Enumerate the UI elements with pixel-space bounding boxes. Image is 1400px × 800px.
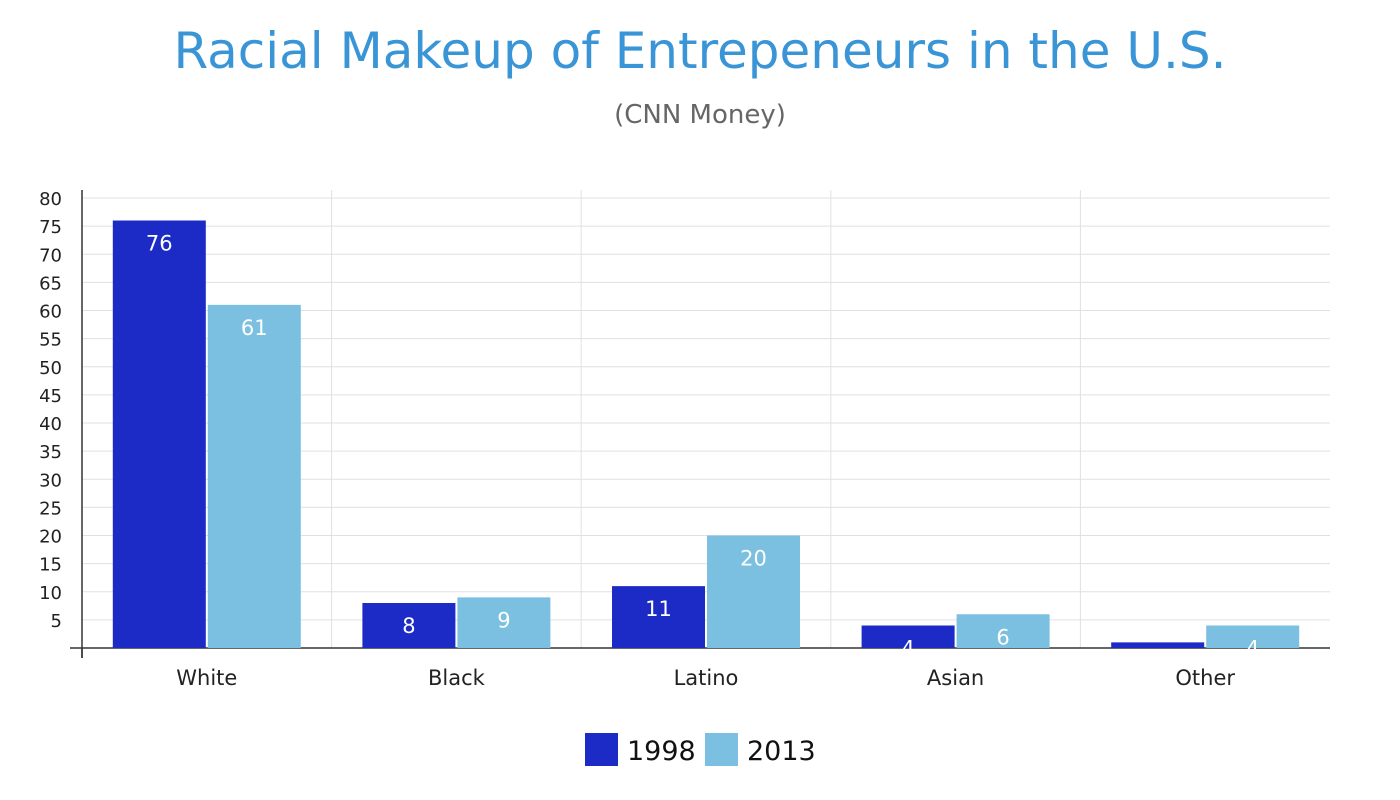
bar-1998-white (112, 220, 206, 648)
y-tick-label: 65 (39, 273, 62, 294)
bar-2013-white (207, 304, 301, 648)
bar-1998-other (1111, 642, 1205, 648)
x-tick-label: Latino (674, 666, 739, 690)
bar-1998-black (362, 603, 456, 648)
y-tick-label: 30 (39, 470, 62, 491)
data-label: 9 (497, 608, 510, 632)
x-tick-label: Asian (927, 666, 984, 690)
y-tick-label: 35 (39, 442, 62, 463)
data-label: 61 (241, 316, 268, 340)
data-label: 8 (402, 614, 415, 638)
y-tick-label: 20 (39, 527, 62, 548)
legend-label: 1998 (627, 736, 696, 767)
data-label: 6 (996, 625, 1009, 649)
y-tick-label: 60 (39, 302, 62, 323)
y-tick-label: 70 (39, 245, 62, 266)
y-tick-label: 80 (39, 189, 62, 210)
bar-2013-black (457, 597, 551, 648)
data-label: 11 (645, 597, 672, 621)
y-tick-label: 10 (39, 583, 62, 604)
y-tick-label: 25 (39, 498, 62, 519)
bar-1998-asian (861, 625, 955, 648)
y-tick-label: 75 (39, 217, 62, 238)
x-tick-label: Black (428, 666, 486, 690)
bar-2013-latino (707, 535, 800, 648)
chart-subtitle: (CNN Money) (614, 100, 786, 130)
y-tick-label: 50 (39, 358, 62, 379)
bar-2013-asian (956, 614, 1050, 648)
bar-2013-other (1206, 625, 1300, 648)
x-tick-label: Other (1175, 666, 1235, 690)
y-tick-label: 15 (39, 555, 62, 576)
y-tick-label: 45 (39, 386, 62, 407)
data-label: 76 (146, 232, 173, 256)
axis-mask (83, 649, 1331, 657)
y-tick-label: 5 (51, 611, 62, 632)
y-tick-label: 55 (39, 330, 62, 351)
x-tick-label: White (176, 666, 237, 690)
y-tick-label: 40 (39, 414, 62, 435)
legend-swatch-1998 (585, 733, 618, 766)
chart-title: Racial Makeup of Entrepeneurs in the U.S… (173, 22, 1227, 80)
data-label: 20 (740, 547, 767, 571)
bar-1998-latino (612, 586, 705, 648)
legend-label: 2013 (747, 736, 816, 767)
legend-swatch-2013 (705, 733, 738, 766)
